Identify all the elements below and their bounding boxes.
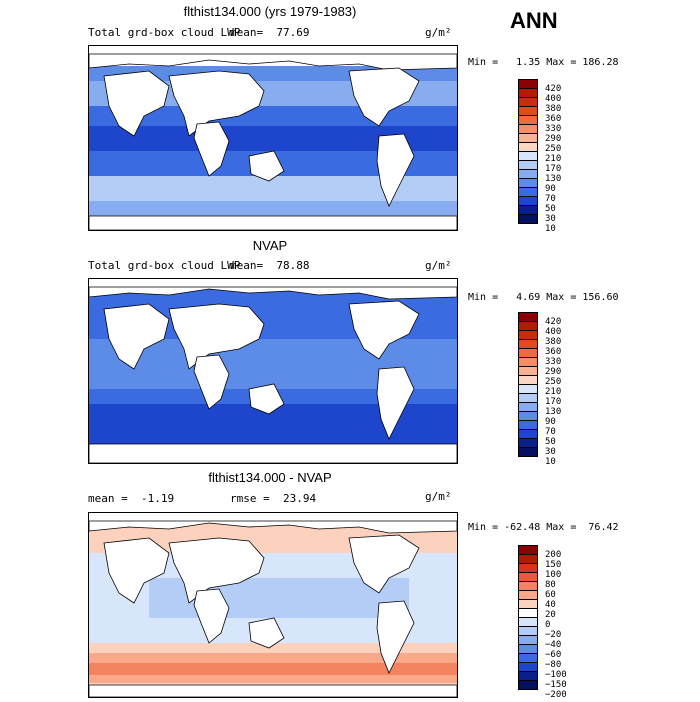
cb2-label: 170: [545, 397, 562, 407]
cb2-label: 420: [545, 317, 562, 327]
cb3-label: −200: [545, 690, 567, 700]
cb2-label: 10: [545, 457, 556, 467]
cb2-label: 400: [545, 327, 562, 337]
cb2-label: 290: [545, 367, 562, 377]
cb3-label: 80: [545, 580, 556, 590]
cb3-label: 60: [545, 590, 556, 600]
panel-1-minmax: Min = 1.35 Max = 186.28: [468, 57, 619, 68]
cb2-label: 50: [545, 437, 556, 447]
panel-2-colorbar: [518, 312, 538, 457]
cb3-label: −20: [545, 630, 562, 640]
cb2-cell: [518, 447, 538, 457]
panel-2-unit: g/m²: [425, 259, 452, 272]
cb1-label: 290: [545, 134, 562, 144]
panel-3-colorbar-labels: 200 150 100 80 60 40 20 0 −20 −40 −60 −8…: [545, 550, 567, 700]
panel-1-continents: [88, 53, 458, 231]
panel-3-unit: g/m²: [425, 490, 452, 503]
cb2-label: 380: [545, 337, 562, 347]
panel-3-map: [88, 512, 458, 698]
panel-3-rmse: rmse = 23.94: [230, 492, 317, 505]
cb3-label: −40: [545, 640, 562, 650]
panel-3-title: flthist134.000 - NVAP: [208, 470, 332, 485]
panel-1-title: flthist134.000 (yrs 1979-1983): [183, 4, 357, 19]
cb2-label: 90: [545, 417, 556, 427]
cb2-label: 70: [545, 427, 556, 437]
cb1-label: 360: [545, 114, 562, 124]
season-label: ANN: [510, 8, 558, 33]
cb1-label: 90: [545, 184, 556, 194]
panel-2-map: [88, 278, 458, 464]
cb2-label: 330: [545, 357, 562, 367]
cb1-label: 50: [545, 204, 556, 214]
cb1-label: 330: [545, 124, 562, 134]
panel-3-mean: mean = -1.19: [88, 492, 175, 505]
cb2-label: 250: [545, 377, 562, 387]
cb3-label: 200: [545, 550, 562, 560]
cb3-cell: [518, 680, 538, 690]
panel-1-field-label: Total grd-box cloud LWP: [88, 26, 241, 39]
cb2-label: 30: [545, 447, 556, 457]
panel-3-colorbar: [518, 545, 538, 690]
panel-1-map: [88, 45, 458, 231]
panel-1-colorbar-labels: 420 400 380 360 330 290 250 210 170 130 …: [545, 84, 561, 234]
panel-1-map-svg: [88, 53, 458, 231]
panel-2-mean: mean= 78.88: [230, 259, 310, 272]
cb1-label: 130: [545, 174, 562, 184]
cb1-label: 420: [545, 84, 562, 94]
panel-2-minmax: Min = 4.69 Max = 156.60: [468, 292, 619, 303]
cb1-label: 380: [545, 104, 562, 114]
panel-3-positive-south-core: [89, 663, 457, 675]
panel-3-minmax: Min = -62.48 Max = 76.42: [468, 522, 619, 533]
cb1-cell: [518, 214, 538, 224]
panel-3-map-svg: [88, 520, 458, 698]
cb1-label: 170: [545, 164, 562, 174]
cb3-label: −60: [545, 650, 562, 660]
cb1-label: 70: [545, 194, 556, 204]
panel-2-field-label: Total grd-box cloud LWP: [88, 259, 241, 272]
cb1-label: 210: [545, 154, 562, 164]
panel-1-mean: mean= 77.69: [230, 26, 310, 39]
cb1-label: 250: [545, 144, 562, 154]
panel-1-colorbar: [518, 79, 538, 224]
cb3-label: −150: [545, 680, 567, 690]
panel-2-colorbar-labels: 420 400 380 360 330 290 250 210 170 130 …: [545, 317, 561, 467]
cb1-label: 400: [545, 94, 562, 104]
cb3-label: 40: [545, 600, 556, 610]
cb2-label: 360: [545, 347, 562, 357]
cb2-label: 210: [545, 387, 562, 397]
cb3-label: 150: [545, 560, 562, 570]
cb3-label: 20: [545, 610, 556, 620]
panel-2-map-svg: [88, 286, 458, 464]
cb2-label: 130: [545, 407, 562, 417]
cb3-label: 0: [545, 620, 551, 630]
panel-2-title: NVAP: [252, 238, 288, 253]
cb1-label: 10: [545, 224, 556, 234]
cb3-label: −100: [545, 670, 567, 680]
panel-1-unit: g/m²: [425, 26, 452, 39]
panel-2-continents: [88, 286, 458, 464]
cb3-label: 100: [545, 570, 562, 580]
cb1-label: 30: [545, 214, 556, 224]
cb3-label: −80: [545, 660, 562, 670]
